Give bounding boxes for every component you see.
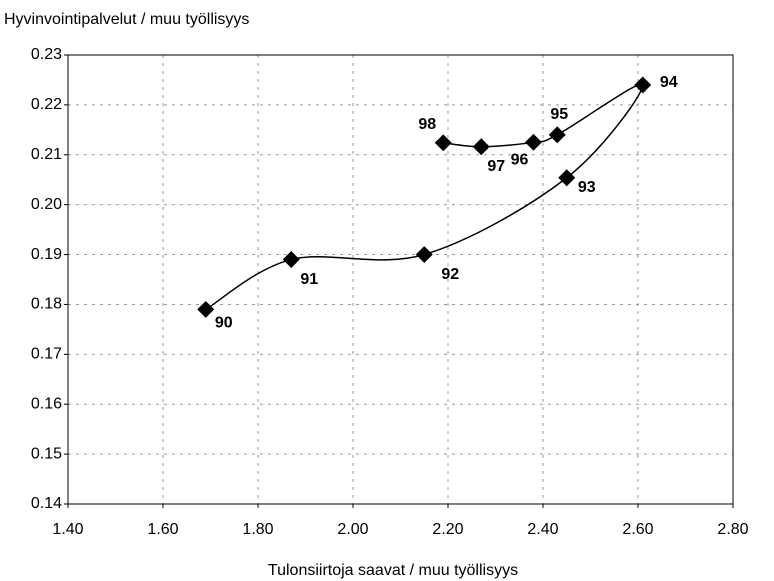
marker: [282, 251, 300, 269]
y-tick-label: 0.16: [31, 395, 62, 412]
plot-frame: [67, 54, 734, 505]
marker: [415, 246, 433, 264]
point-label: 94: [660, 74, 678, 91]
y-tick-label: 0.14: [31, 495, 62, 512]
x-tick-label: 2.40: [527, 521, 558, 538]
y-tick-label: 0.17: [31, 346, 62, 363]
y-tick-label: 0.18: [31, 296, 62, 313]
point-label: 98: [418, 116, 436, 133]
marker: [525, 133, 542, 151]
marker: [558, 169, 576, 187]
point-label: 96: [511, 152, 529, 169]
y-tick-label: 0.21: [31, 146, 62, 163]
y-tick-label: 0.23: [31, 46, 62, 63]
x-tick-label: 2.00: [337, 521, 368, 538]
y-axis-title: Hyvinvointipalvelut / muu työllisyys: [4, 11, 249, 28]
y-tick-label: 0.19: [31, 246, 62, 263]
marker: [434, 134, 452, 152]
marker: [634, 76, 652, 94]
x-tick-label: 2.20: [432, 521, 463, 538]
y-tick-label: 0.20: [31, 196, 62, 213]
marker: [472, 138, 490, 156]
point-label: 93: [578, 179, 596, 196]
marker: [548, 126, 566, 144]
x-axis-title: Tulonsiirtoja saavat / muu työllisyys: [268, 562, 518, 579]
point-label: 92: [441, 266, 459, 283]
y-tick-label: 0.22: [31, 96, 62, 113]
point-label: 97: [487, 158, 505, 175]
x-tick-label: 1.60: [147, 521, 178, 538]
x-tick-label: 2.60: [622, 521, 653, 538]
x-tick-label: 1.80: [242, 521, 273, 538]
x-tick-label: 1.40: [52, 521, 83, 538]
marker: [197, 300, 215, 318]
point-label: 95: [550, 106, 568, 123]
point-label: 91: [300, 271, 318, 288]
data-line: [205, 83, 644, 311]
point-label: 90: [215, 315, 233, 332]
y-tick-label: 0.15: [31, 445, 62, 462]
x-tick-label: 2.80: [717, 521, 748, 538]
